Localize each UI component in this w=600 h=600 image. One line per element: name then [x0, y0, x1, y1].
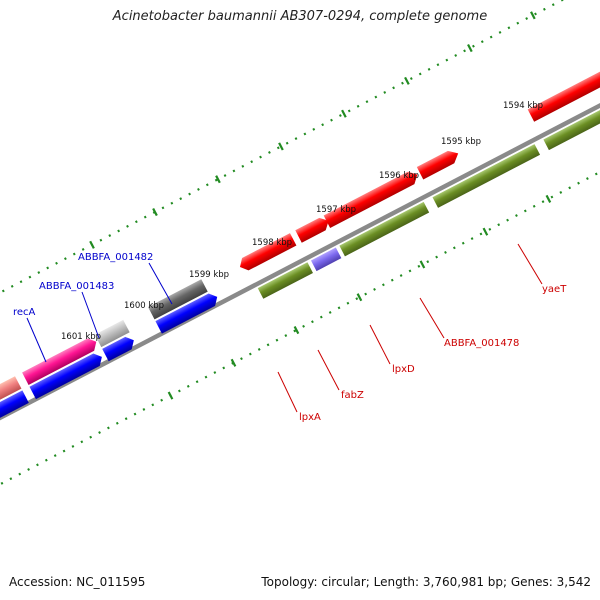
gene-label-lpxA: lpxA [299, 412, 321, 423]
gene-label-ABBFA_001483: ABBFA_001483 [39, 281, 114, 292]
gene-reverse-blue-4[interactable] [0, 390, 29, 427]
gene-label-ABBFA_001482: ABBFA_001482 [78, 252, 153, 263]
leader-yaeT [517, 243, 543, 285]
gene-ABBFA_001478[interactable] [416, 147, 462, 180]
cog-olive-lpxD[interactable] [339, 201, 430, 257]
leader-recA [26, 317, 47, 363]
tick-label-1599: 1599 kbp [189, 270, 229, 280]
cog-violet-fabZ[interactable] [310, 247, 342, 272]
leader-lpxA [277, 371, 298, 413]
gene-fabZ-forward[interactable] [295, 215, 332, 243]
cog-olive-lpxA[interactable] [257, 262, 313, 299]
inner-tick-track [0, 81, 600, 555]
tick-label-1594: 1594 kbp [503, 101, 543, 111]
gene-reverse-blue-3[interactable] [29, 351, 105, 400]
leader-fabZ [317, 349, 340, 391]
gene-label-recA: recA [13, 307, 36, 318]
accession-text: Accession: NC_011595 [9, 575, 146, 589]
cog-olive-right[interactable] [543, 79, 600, 151]
major-ticks-outer [89, 11, 536, 249]
leader-ABBFA_001478 [419, 297, 445, 339]
tick-label-1597: 1597 kbp [316, 205, 356, 215]
gene-recA[interactable] [22, 336, 99, 385]
tick-label-1596: 1596 kbp [379, 171, 419, 181]
gene-lpxA-forward[interactable] [237, 233, 297, 273]
major-ticks-inner [167, 194, 552, 400]
leader-ABBFA_001482 [148, 262, 173, 305]
gene-label-yaeT: yaeT [542, 284, 567, 295]
genome-backbone [0, 27, 600, 503]
gene-reverse-blue-2[interactable] [102, 334, 137, 362]
gene-lpxD[interactable] [323, 168, 421, 228]
tick-label-1601: 1601 kbp [61, 332, 101, 342]
gene-left-salmon[interactable] [0, 376, 22, 413]
tick-label-1595: 1595 kbp [441, 137, 481, 147]
cog-olive-mid[interactable] [432, 144, 541, 208]
tick-label-1600: 1600 kbp [124, 301, 164, 311]
gene-ABBFA_001483[interactable] [94, 319, 130, 348]
leader-ABBFA_001483 [81, 291, 100, 339]
leader-lpxD [369, 324, 391, 365]
gene-yaeT[interactable] [527, 46, 600, 122]
outer-tick-track [0, 0, 600, 404]
gene-reverse-grey-box[interactable] [155, 291, 220, 334]
gene-label-ABBFA_001478: ABBFA_001478 [444, 338, 519, 349]
gene-label-fabZ: fabZ [341, 390, 364, 401]
gene-ABBFA_001482[interactable] [148, 279, 208, 320]
map-title: Acinetobacter baumannii AB307-0294, comp… [112, 9, 488, 24]
tick-label-1598: 1598 kbp [252, 238, 292, 248]
gene-label-lpxD: lpxD [392, 364, 415, 375]
genome-summary-text: Topology: circular; Length: 3,760,981 bp… [261, 575, 591, 589]
